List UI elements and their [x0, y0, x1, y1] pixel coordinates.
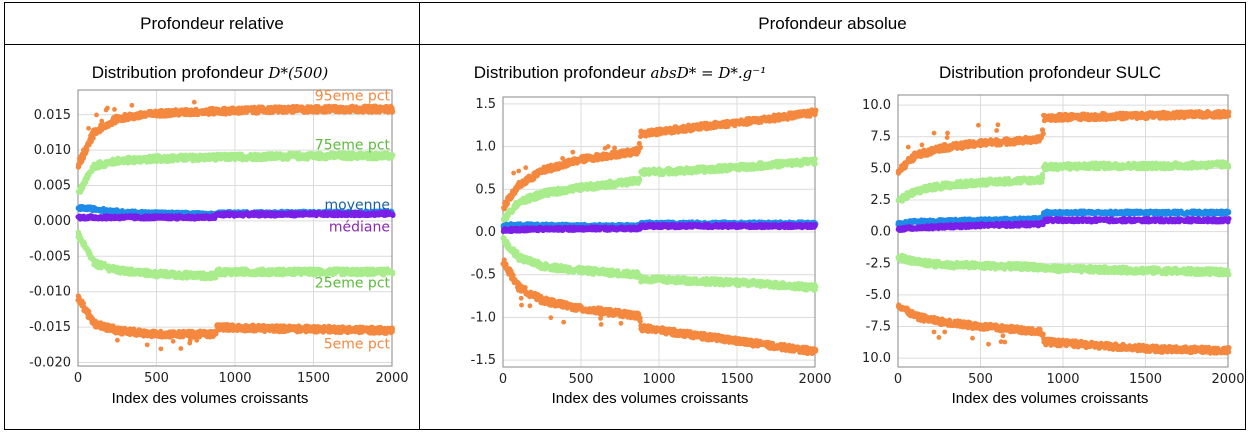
chart1-title-math: D*(500) [268, 64, 329, 82]
x-tick-label: 1000 [218, 371, 251, 386]
annotation-p5: 5eme pct [324, 336, 391, 352]
y-tick-label: -0.010 [29, 285, 71, 300]
data-point [144, 342, 150, 348]
y-tick-label: -0.015 [29, 320, 71, 335]
data-point [86, 125, 91, 131]
y-tick-label: 0.010 [34, 143, 71, 158]
y-tick-label: 0.005 [34, 179, 71, 194]
header-divider [5, 44, 1245, 45]
plot-area [77, 89, 393, 367]
data-point [390, 212, 396, 219]
chart1-title: Distribution profondeur D*(500) [20, 63, 400, 83]
x-tick-label: 1500 [720, 372, 753, 387]
data-point [129, 102, 135, 108]
y-tick-label: -0.005 [29, 249, 71, 264]
y-tick-label: -1.5 [471, 353, 496, 368]
header-relative: Profondeur relative [140, 14, 284, 33]
data-point [636, 175, 643, 182]
y-tick-label: 0.0 [475, 225, 496, 240]
chart2-title: Distribution profondeur absD* = D*.g⁻¹ [430, 63, 810, 83]
data-point [75, 164, 81, 170]
x-tick-label: 0 [74, 371, 82, 386]
annotation-p95: 95eme pct [315, 89, 391, 105]
chart2-title-text: Distribution profondeur [473, 63, 651, 82]
data-point [389, 108, 396, 114]
data-point [178, 346, 184, 351]
data-point [194, 337, 200, 343]
x-tick-label: 1500 [297, 371, 330, 386]
chart3-title-text: Distribution profondeur SULC [938, 63, 1162, 82]
column-divider [419, 3, 420, 429]
data-point [187, 338, 193, 343]
x-tick-label: 0 [499, 372, 507, 387]
figure-frame: Profondeur relative Profondeur absolue [4, 2, 1246, 430]
annotation-mean: moyenne [325, 198, 390, 214]
data-point [812, 156, 818, 162]
chart-relative-depth: 0 500 1000 1500 2000 0.015 0.010 0.005 0.000 -0.0… [29, 89, 408, 386]
data-point [105, 105, 110, 111]
x-tick-label: 500 [144, 371, 169, 386]
chart2-title-math: absD* = D*.g⁻¹ [650, 64, 767, 82]
y-tick-label: 0.000 [34, 214, 71, 229]
series-p75 [75, 150, 396, 195]
data-point [114, 337, 120, 343]
y-tick-label: 1.5 [475, 97, 496, 112]
y-tick-label: 0.015 [34, 108, 71, 123]
data-point [112, 107, 117, 112]
y-tick-label: -0.020 [29, 355, 71, 370]
chart1-title-text: Distribution profondeur [91, 63, 269, 82]
y-tick-label: 1.0 [475, 140, 496, 155]
x-tick-label: 1000 [642, 372, 675, 387]
data-point [99, 118, 105, 124]
y-tick-label: -1.0 [471, 310, 496, 325]
data-point [191, 99, 197, 105]
annotation-median: médiane [329, 220, 390, 236]
header-absolute: Profondeur absolue [758, 14, 907, 33]
annotation-p25: 25eme pct [315, 275, 391, 291]
data-point [170, 338, 176, 344]
chart3-title: Distribution profondeur SULC [880, 63, 1220, 83]
data-point [389, 325, 395, 331]
data-point [390, 152, 396, 158]
data-point [94, 112, 99, 118]
data-point [158, 346, 164, 352]
chart-absolute-depth: 0 500 1000 1500 2000 1.5 1.0 0.5 0.0 -0.5 -1.0 -1.5 [471, 96, 832, 387]
annotation-p75: 75eme pct [315, 137, 391, 153]
x-tick-label: 500 [569, 372, 594, 387]
data-point [389, 269, 396, 275]
x-tick-label: 2000 [375, 371, 408, 386]
data-point [75, 293, 81, 299]
x-tick-label: 2000 [798, 372, 831, 387]
y-tick-label: 0.5 [475, 182, 496, 197]
data-point [812, 161, 818, 167]
y-tick-label: -0.5 [471, 268, 496, 283]
